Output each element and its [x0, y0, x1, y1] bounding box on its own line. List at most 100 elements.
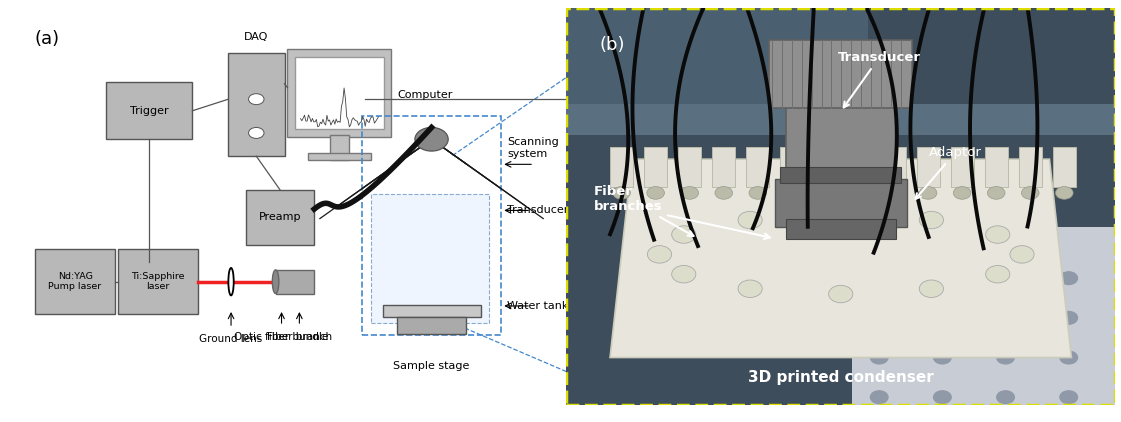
Circle shape: [870, 272, 888, 284]
Text: Trigger: Trigger: [130, 106, 168, 116]
Bar: [951, 147, 974, 187]
Text: Nd:YAG
Pump laser: Nd:YAG Pump laser: [48, 272, 102, 291]
Bar: [852, 227, 1115, 405]
Circle shape: [997, 311, 1015, 324]
Bar: [118, 249, 198, 314]
Circle shape: [647, 187, 665, 199]
Circle shape: [1060, 351, 1077, 364]
Text: Fiber branch: Fiber branch: [267, 333, 332, 342]
Bar: [786, 219, 896, 238]
Bar: [295, 57, 385, 129]
Circle shape: [1060, 311, 1077, 324]
Circle shape: [1010, 246, 1034, 263]
Circle shape: [249, 127, 265, 138]
Text: Preamp: Preamp: [259, 212, 302, 222]
Circle shape: [1056, 187, 1073, 199]
Text: Adaptor: Adaptor: [916, 146, 982, 199]
Text: Transducer: Transducer: [508, 206, 568, 215]
Bar: [308, 153, 371, 160]
Bar: [984, 147, 1008, 187]
Bar: [228, 53, 285, 156]
Circle shape: [886, 187, 902, 199]
Text: DAQ: DAQ: [244, 32, 268, 42]
Bar: [780, 167, 901, 183]
Circle shape: [1060, 272, 1077, 284]
Bar: [780, 147, 804, 187]
Circle shape: [870, 311, 888, 324]
Circle shape: [988, 187, 1006, 199]
Circle shape: [870, 351, 888, 364]
Bar: [276, 270, 314, 294]
Text: 3D printed condenser: 3D printed condenser: [748, 370, 934, 385]
Circle shape: [997, 391, 1015, 403]
Circle shape: [934, 272, 951, 284]
Circle shape: [919, 280, 944, 298]
Text: Ti:Sapphire
laser: Ti:Sapphire laser: [131, 272, 185, 291]
Circle shape: [997, 351, 1015, 364]
Bar: [397, 316, 465, 334]
Bar: [566, 104, 1115, 135]
Text: Optic fiber bundle: Optic fiber bundle: [234, 333, 328, 342]
Circle shape: [738, 211, 762, 229]
Circle shape: [985, 226, 1010, 243]
Bar: [330, 135, 349, 160]
Circle shape: [851, 187, 869, 199]
Circle shape: [671, 226, 696, 243]
Circle shape: [680, 187, 698, 199]
Circle shape: [671, 265, 696, 283]
Circle shape: [749, 187, 767, 199]
Circle shape: [997, 272, 1015, 284]
Bar: [849, 147, 871, 187]
Text: Computer: Computer: [397, 90, 453, 100]
Text: (b): (b): [599, 36, 624, 54]
Bar: [566, 8, 869, 108]
Bar: [610, 147, 633, 187]
Circle shape: [934, 391, 951, 403]
Text: Fiber
branches: Fiber branches: [594, 185, 694, 236]
Circle shape: [817, 187, 835, 199]
Circle shape: [870, 391, 888, 403]
Bar: [775, 179, 907, 227]
Text: (a): (a): [35, 30, 61, 48]
Bar: [786, 52, 896, 179]
Circle shape: [415, 127, 448, 151]
Bar: [747, 147, 769, 187]
Circle shape: [1021, 187, 1039, 199]
Text: Scanning
system: Scanning system: [508, 137, 559, 159]
Bar: [382, 305, 481, 316]
Bar: [362, 116, 501, 335]
Circle shape: [784, 187, 800, 199]
Circle shape: [919, 187, 937, 199]
Circle shape: [738, 280, 762, 298]
Text: Transducer: Transducer: [837, 51, 920, 108]
Circle shape: [828, 285, 853, 303]
Ellipse shape: [229, 268, 233, 295]
Text: Sample stage: Sample stage: [393, 361, 470, 371]
Circle shape: [1060, 391, 1077, 403]
Bar: [678, 147, 702, 187]
Circle shape: [985, 265, 1010, 283]
Bar: [712, 147, 735, 187]
Circle shape: [934, 311, 951, 324]
Bar: [1053, 147, 1076, 187]
Bar: [245, 190, 314, 245]
Bar: [371, 194, 490, 323]
Circle shape: [934, 351, 951, 364]
Circle shape: [919, 211, 944, 229]
Text: Water tank: Water tank: [508, 301, 568, 311]
Circle shape: [953, 187, 971, 199]
Bar: [106, 82, 193, 139]
Bar: [769, 40, 912, 108]
Bar: [814, 147, 837, 187]
Circle shape: [648, 246, 671, 263]
Text: Ground lens: Ground lens: [200, 334, 262, 344]
Bar: [917, 147, 939, 187]
Bar: [645, 147, 667, 187]
Circle shape: [613, 187, 630, 199]
Circle shape: [828, 206, 853, 223]
Bar: [287, 49, 391, 137]
Bar: [882, 147, 906, 187]
Bar: [1019, 147, 1041, 187]
Circle shape: [715, 187, 732, 199]
Circle shape: [249, 94, 265, 105]
